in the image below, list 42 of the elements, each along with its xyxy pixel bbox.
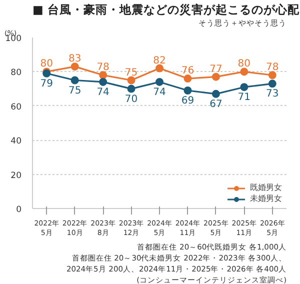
data-label: 75 bbox=[68, 85, 82, 96]
point bbox=[99, 78, 108, 86]
point bbox=[184, 74, 192, 83]
y-tick-label: 40 bbox=[10, 136, 22, 147]
point bbox=[184, 86, 192, 95]
legend-label: 既婚男女 bbox=[250, 182, 282, 193]
point bbox=[127, 84, 136, 93]
data-label: 70 bbox=[124, 94, 138, 105]
data-label: 82 bbox=[153, 55, 166, 66]
y-tick-label: 80 bbox=[10, 68, 22, 78]
data-label: 75 bbox=[124, 67, 138, 78]
point bbox=[156, 78, 164, 86]
data-label: 76 bbox=[181, 66, 194, 77]
data-label: 74 bbox=[96, 86, 110, 98]
point bbox=[240, 83, 248, 92]
point bbox=[156, 64, 164, 72]
point bbox=[240, 68, 248, 76]
point bbox=[70, 76, 79, 84]
chart-title: ■ 台風・豪雨・地震などの災害が起こるのが心配 bbox=[32, 2, 300, 16]
data-label: 71 bbox=[238, 92, 251, 104]
data-label: 74 bbox=[153, 86, 166, 98]
point bbox=[212, 90, 220, 98]
point bbox=[268, 71, 276, 80]
data-label: 79 bbox=[40, 78, 53, 90]
point bbox=[268, 80, 276, 88]
y-tick-label: 60 bbox=[10, 102, 22, 112]
data-label: 80 bbox=[40, 58, 53, 70]
data-label: 73 bbox=[266, 88, 279, 100]
data-label: 78 bbox=[266, 62, 279, 74]
data-label: 83 bbox=[68, 54, 82, 65]
data-label: 77 bbox=[210, 64, 222, 75]
data-label: 67 bbox=[210, 98, 222, 110]
data-label: 78 bbox=[96, 62, 110, 74]
data-label: 80 bbox=[238, 58, 251, 70]
data-label: 69 bbox=[181, 96, 194, 107]
legend-label: 未婚男女 bbox=[250, 193, 282, 204]
point bbox=[99, 71, 108, 80]
y-tick-label: 20 bbox=[10, 170, 22, 181]
point bbox=[70, 62, 79, 71]
point bbox=[127, 76, 136, 84]
point bbox=[212, 72, 220, 81]
y-tick-label: 0 bbox=[16, 205, 22, 215]
